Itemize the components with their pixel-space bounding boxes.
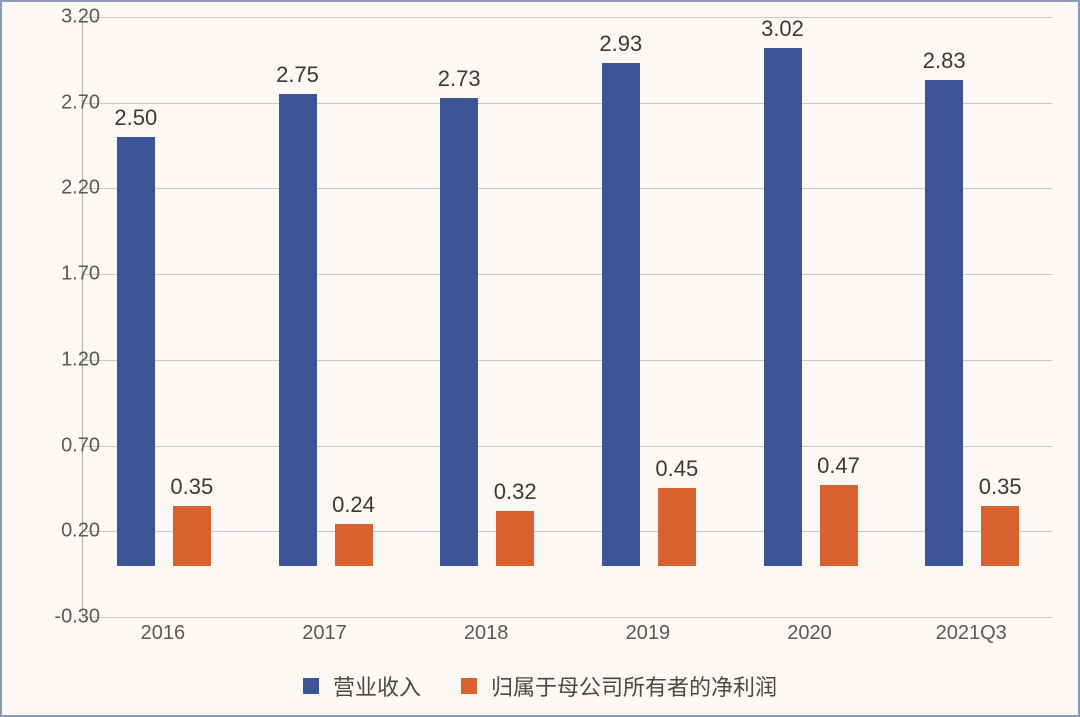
gridline	[83, 103, 1052, 104]
gridline	[83, 360, 1052, 361]
bar	[925, 80, 963, 565]
gridline	[83, 274, 1052, 275]
bar	[602, 63, 640, 565]
gridline	[83, 17, 1052, 18]
bar-value-label: 0.35	[170, 474, 213, 500]
bar-value-label: 2.73	[438, 66, 481, 92]
x-axis-tick-label: 2019	[626, 622, 671, 645]
y-axis-tick-label: 1.20	[40, 348, 100, 371]
y-axis-tick-label: 0.70	[40, 434, 100, 457]
bar	[820, 485, 858, 566]
gridline	[83, 446, 1052, 447]
x-axis-tick-label: 2020	[787, 622, 832, 645]
bar-value-label: 2.50	[114, 105, 157, 131]
bar	[279, 94, 317, 565]
legend: 营业收入 归属于母公司所有者的净利润	[2, 670, 1078, 702]
legend-label-2: 归属于母公司所有者的净利润	[491, 670, 777, 702]
plot-area: 2.50 0.35 2.75 0.24 2.73 0.32 2.93 0.45 3.02 0.47…	[82, 17, 1052, 617]
bar	[658, 488, 696, 565]
x-axis-tick-label: 2017	[302, 622, 347, 645]
bar	[764, 48, 802, 566]
bar-value-label: 2.75	[276, 62, 319, 88]
bar	[440, 98, 478, 566]
bar-value-label: 0.32	[494, 479, 537, 505]
y-axis-tick-label: 2.70	[40, 91, 100, 114]
bar	[981, 506, 1019, 566]
bar-value-label: 0.45	[655, 456, 698, 482]
y-axis-tick-label: 1.70	[40, 263, 100, 286]
bar-chart: 2.50 0.35 2.75 0.24 2.73 0.32 2.93 0.45 3.02 0.47…	[0, 0, 1080, 717]
x-axis-tick-label: 2018	[464, 622, 509, 645]
bar-value-label: 0.35	[979, 474, 1022, 500]
y-axis-tick-label: 2.20	[40, 177, 100, 200]
bar-value-label: 2.93	[599, 31, 642, 57]
x-axis-tick-label: 2021Q3	[936, 622, 1007, 645]
legend-label-1: 营业收入	[333, 670, 421, 702]
legend-item-series-2: 归属于母公司所有者的净利润	[461, 670, 777, 702]
y-axis-tick-label: -0.30	[40, 606, 100, 629]
legend-swatch-2	[461, 678, 477, 694]
legend-swatch-1	[303, 678, 319, 694]
y-axis-tick-label: 3.20	[40, 6, 100, 29]
gridline	[83, 188, 1052, 189]
bar	[173, 506, 211, 566]
x-axis-tick-label: 2016	[141, 622, 186, 645]
gridline	[83, 531, 1052, 532]
bar	[496, 511, 534, 566]
bar-value-label: 2.83	[923, 48, 966, 74]
bar-value-label: 0.47	[817, 453, 860, 479]
bar	[335, 524, 373, 565]
bar-value-label: 0.24	[332, 492, 375, 518]
legend-item-series-1: 营业收入	[303, 670, 421, 702]
bar	[117, 137, 155, 566]
gridline	[83, 617, 1052, 618]
y-axis-tick-label: 0.20	[40, 520, 100, 543]
bar-value-label: 3.02	[761, 16, 804, 42]
